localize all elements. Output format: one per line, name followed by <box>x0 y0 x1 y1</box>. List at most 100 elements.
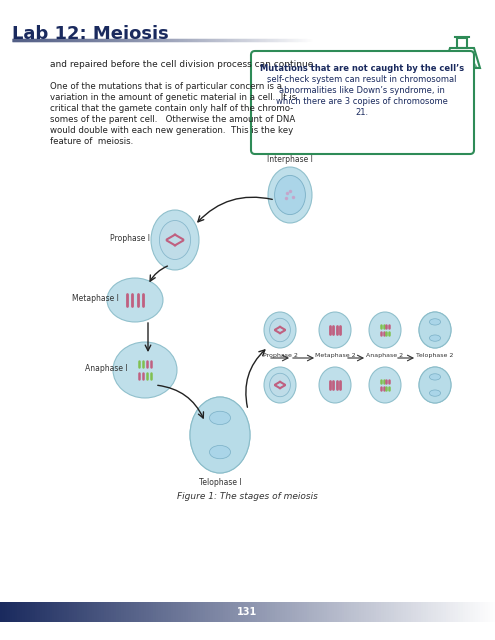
Bar <box>446 602 448 622</box>
Bar <box>218 602 221 622</box>
Ellipse shape <box>264 367 296 403</box>
Bar <box>423 602 426 622</box>
Bar <box>205 602 208 622</box>
Bar <box>181 602 184 622</box>
Bar <box>309 602 312 622</box>
Bar <box>493 602 495 622</box>
Text: Anaphase I: Anaphase I <box>85 364 128 372</box>
Bar <box>223 602 226 622</box>
Bar <box>25 602 28 622</box>
Bar <box>389 602 392 622</box>
Ellipse shape <box>151 210 199 270</box>
Ellipse shape <box>429 335 441 341</box>
Ellipse shape <box>419 367 451 403</box>
Ellipse shape <box>419 312 451 348</box>
Bar <box>200 602 203 622</box>
Bar <box>210 602 213 622</box>
Text: Interphase I: Interphase I <box>267 155 313 164</box>
Bar <box>111 602 114 622</box>
Bar <box>163 602 166 622</box>
Bar <box>265 602 268 622</box>
Bar <box>12 602 15 622</box>
Bar <box>394 602 396 622</box>
Ellipse shape <box>369 367 401 403</box>
Bar <box>270 602 273 622</box>
Bar <box>349 602 352 622</box>
Bar <box>161 602 164 622</box>
Ellipse shape <box>264 312 296 348</box>
Bar <box>257 602 260 622</box>
Bar <box>84 602 87 622</box>
Bar <box>121 602 124 622</box>
Bar <box>89 602 92 622</box>
Bar <box>238 602 241 622</box>
Bar <box>158 602 161 622</box>
Text: which there are 3 copies of chromosome: which there are 3 copies of chromosome <box>276 97 448 106</box>
Ellipse shape <box>419 367 451 403</box>
Bar <box>141 602 144 622</box>
Bar <box>233 602 236 622</box>
Bar <box>22 602 25 622</box>
Bar <box>324 602 327 622</box>
Bar <box>408 602 411 622</box>
Bar <box>485 602 488 622</box>
Bar <box>354 602 357 622</box>
Bar <box>153 602 156 622</box>
Bar <box>106 602 109 622</box>
Bar <box>351 602 354 622</box>
Bar <box>37 602 40 622</box>
Bar <box>198 602 201 622</box>
Bar <box>297 602 300 622</box>
Bar <box>475 602 478 622</box>
Bar <box>77 602 80 622</box>
Bar <box>307 602 310 622</box>
Bar <box>176 602 179 622</box>
Bar <box>478 602 481 622</box>
Ellipse shape <box>159 221 191 259</box>
Bar <box>126 602 129 622</box>
Bar <box>322 602 325 622</box>
Bar <box>186 602 189 622</box>
Bar <box>252 602 255 622</box>
Bar <box>337 602 340 622</box>
Bar <box>79 602 82 622</box>
Bar <box>292 602 295 622</box>
Ellipse shape <box>107 278 163 322</box>
Bar <box>470 602 473 622</box>
Bar <box>168 602 171 622</box>
Ellipse shape <box>369 312 401 348</box>
Bar <box>188 602 191 622</box>
Bar <box>302 602 305 622</box>
Bar <box>119 602 122 622</box>
Bar <box>208 602 211 622</box>
Bar <box>134 602 137 622</box>
Bar <box>361 602 364 622</box>
Bar <box>193 602 196 622</box>
Bar <box>20 602 23 622</box>
Bar <box>92 602 95 622</box>
Bar <box>136 602 139 622</box>
Ellipse shape <box>429 319 441 325</box>
Bar <box>332 602 335 622</box>
Bar <box>30 602 33 622</box>
Bar <box>421 602 424 622</box>
Bar <box>396 602 399 622</box>
Bar <box>465 602 468 622</box>
Bar <box>203 602 206 622</box>
Text: abnormalities like Down’s syndrome, in: abnormalities like Down’s syndrome, in <box>279 86 445 95</box>
Bar <box>329 602 332 622</box>
Ellipse shape <box>419 312 451 348</box>
Bar <box>428 602 431 622</box>
Bar <box>156 602 159 622</box>
Text: Prophase I: Prophase I <box>110 234 150 243</box>
Text: feature of  meiosis.: feature of meiosis. <box>50 137 133 146</box>
Bar <box>183 602 186 622</box>
Bar <box>148 602 151 622</box>
Bar <box>401 602 404 622</box>
Bar <box>403 602 406 622</box>
Ellipse shape <box>270 373 291 397</box>
Bar <box>260 602 263 622</box>
Bar <box>391 602 394 622</box>
Bar <box>2 602 5 622</box>
Bar <box>178 602 181 622</box>
